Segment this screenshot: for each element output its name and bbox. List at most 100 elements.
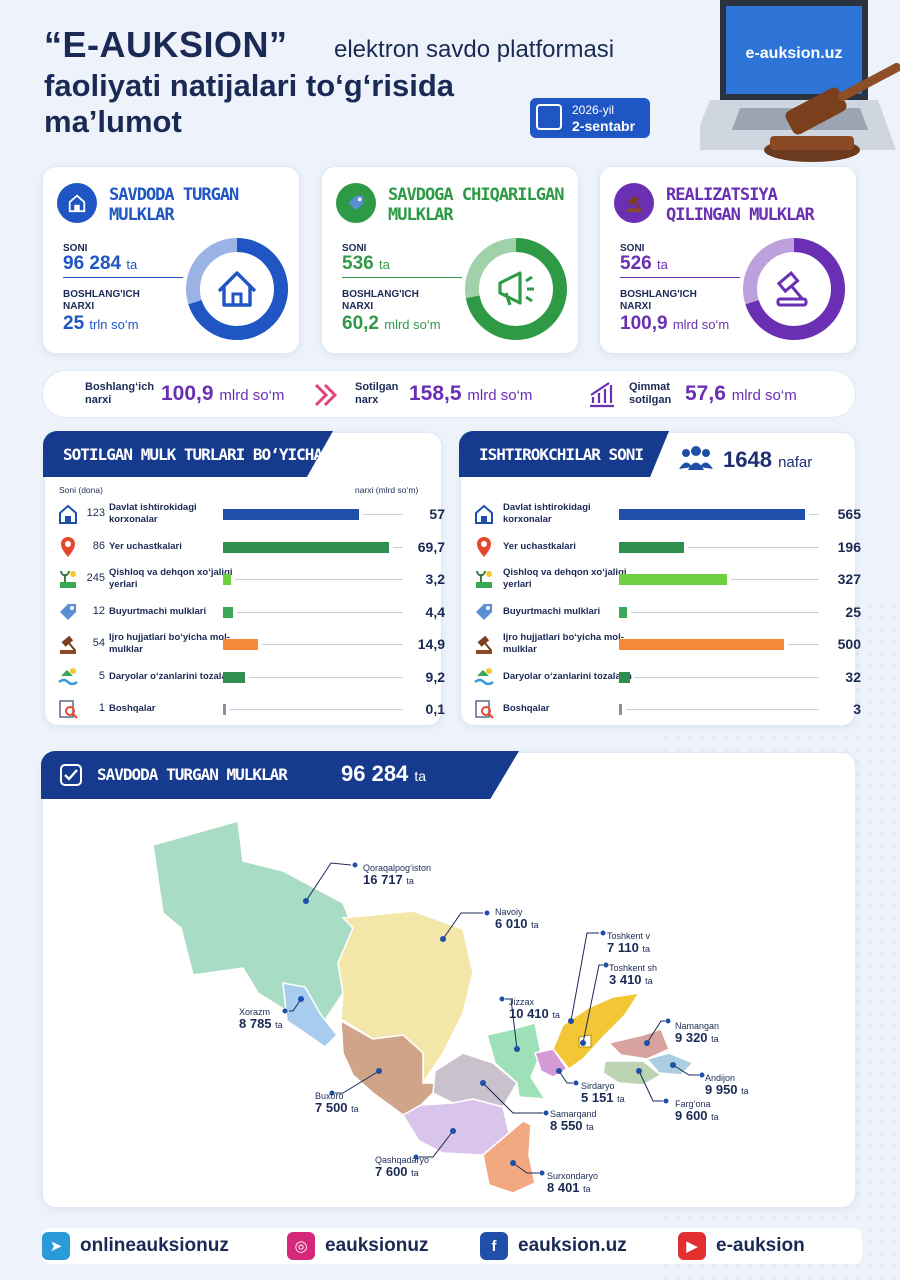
map-header: SAVDODA TURGAN MULKLAR 96 284 ta <box>41 751 519 799</box>
row-bar <box>223 509 359 520</box>
region-toshkent-v <box>552 992 641 1071</box>
row-value: 565 <box>837 506 861 522</box>
map-region-label: Farg‘ona 9 600 ta <box>675 1099 719 1123</box>
calendar-icon <box>536 104 562 130</box>
megaphone-icon-badge <box>336 183 376 223</box>
social-link-telegram[interactable]: ➤ onlineauksionuz <box>42 1232 229 1260</box>
types-col-price: narxi (mlrd so‘m) <box>355 485 419 495</box>
row-name: Ijro hujjatlari bo‘yicha mol-mulklar <box>109 632 230 655</box>
row-bar <box>619 671 630 683</box>
row-bar <box>619 509 805 520</box>
row-value: 0,1 <box>425 701 445 717</box>
row-leader-line <box>234 579 403 580</box>
map-region-label: Andijon 9 950 ta <box>705 1073 749 1097</box>
social-handle: eauksion.uz <box>518 1235 627 1256</box>
title-rest: elektron savdo platformasi <box>334 36 615 63</box>
types-table-title: SOTILGAN MULK TURLARI BO‘YICHA <box>43 431 333 477</box>
row-value: 69,7 <box>417 538 445 555</box>
row-value: 4,4 <box>425 603 445 620</box>
map-region-label: Qashqadaryo 7 600 ta <box>375 1155 430 1179</box>
row-leader-line <box>809 514 819 515</box>
summary-sold-label: Sotilgan narx <box>355 381 399 406</box>
stat-price: 25 trln so‘m <box>63 313 139 334</box>
row-count: 54 <box>92 637 105 649</box>
social-handle: onlineauksionuz <box>80 1235 229 1256</box>
row-value: 14,9 <box>417 636 445 652</box>
plant-icon <box>57 568 79 590</box>
stat-price-label: BOSHLANG'ICH NARXI <box>63 289 140 312</box>
check-square-icon <box>60 764 82 786</box>
stat-count-label: SONI <box>63 243 88 254</box>
laptop-url: e-auksion.uz <box>746 45 843 62</box>
social-handle: eauksionuz <box>325 1235 429 1256</box>
summary-extra-label: Qimmat sotilgan <box>629 381 672 406</box>
map-region-label: Surxondaryo 8 401 ta <box>547 1171 599 1195</box>
stat-price: 60,2 mlrd so‘m <box>342 313 441 334</box>
table-row: Buyurtmachi mulklari 25 <box>473 599 867 629</box>
social-link-facebook[interactable]: f eauksion.uz <box>480 1232 627 1260</box>
row-count: 245 <box>86 572 105 584</box>
stat-count-label: SONI <box>620 243 645 254</box>
row-name: Yer uchastkalari <box>109 540 182 552</box>
map-region-label: Navoiy 6 010 ta <box>495 907 539 931</box>
laptop-gavel-illustration: e-auksion.uz <box>700 0 900 162</box>
stat-count: 96 284 ta <box>63 253 138 274</box>
row-name: Boshqalar <box>109 703 156 714</box>
stat-price-label: BOSHLANG'ICH NARXI <box>342 289 419 312</box>
social-link-youtube[interactable]: ▶ e-auksion <box>678 1232 805 1260</box>
row-name: Boshqalar <box>503 703 550 714</box>
gavel-icon <box>776 271 808 307</box>
region-xorazm <box>282 982 339 1048</box>
row-bar <box>223 574 231 585</box>
summary-extra-value: 57,6 mlrd so‘m <box>685 382 797 405</box>
facebook-icon: f <box>480 1232 508 1260</box>
river-icon <box>473 666 495 688</box>
summary-start-value: 100,9 mlrd so‘m <box>161 382 285 405</box>
building-icon <box>57 503 79 525</box>
row-count: 123 <box>86 507 105 519</box>
map-region-label: Buxoro 7 500 ta <box>315 1091 359 1115</box>
gavel-icon <box>473 633 495 655</box>
stat-donut <box>743 238 845 340</box>
region-buxoro <box>340 1019 445 1116</box>
region-fargona <box>602 1060 663 1086</box>
stat-title: REALIZATSIYA QILINGAN MULKLAR <box>666 185 815 225</box>
map-total: 96 284 ta <box>341 761 427 786</box>
row-name: Yer uchastkalari <box>503 540 576 552</box>
types-table-card: SOTILGAN MULK TURLARI BO‘YICHA Soni (don… <box>43 431 445 726</box>
date-badge: 2026-yil 2-sentabr <box>530 98 650 138</box>
plant-icon <box>473 568 495 590</box>
table-row: 5 Daryolar o‘zanlarini tozalash 9,2 <box>57 664 451 694</box>
stat-divider <box>342 277 462 278</box>
map-region-label: Sirdaryo 5 151 ta <box>581 1081 625 1105</box>
row-value: 327 <box>837 571 861 587</box>
people-group-icon <box>679 446 713 470</box>
map-region-label: Jizzax 10 410 ta <box>509 997 560 1021</box>
types-col-count: Soni (dona) <box>59 485 103 495</box>
region-namangan <box>607 1028 670 1060</box>
row-bar <box>223 704 226 715</box>
gavel-icon <box>57 633 79 655</box>
row-count: 5 <box>98 669 105 682</box>
date-year: 2026-yil <box>572 103 615 117</box>
social-handle: e-auksion <box>716 1235 805 1256</box>
stat-count: 526 ta <box>620 253 668 274</box>
region-qoraqalpogiston <box>152 820 354 1024</box>
row-value: 9,2 <box>425 668 445 685</box>
row-value: 500 <box>837 636 861 652</box>
row-count: 1 <box>98 702 105 714</box>
table-row: Qishloq va dehqon xo‘jaligi yerlari 327 <box>473 566 867 596</box>
double-chevron-icon <box>314 383 338 407</box>
stat-divider <box>63 277 183 278</box>
growth-chart-icon <box>590 382 614 408</box>
row-bar <box>619 541 684 553</box>
map-region-label: Toshkent sh 3 410 ta <box>609 963 658 987</box>
social-link-instagram[interactable]: ◎ eauksionuz <box>287 1232 428 1260</box>
region-qashqadaryo <box>401 1098 510 1156</box>
search-doc-icon <box>473 698 495 720</box>
river-icon <box>57 666 79 688</box>
summary-sold-value: 158,5 mlrd so‘m <box>409 382 533 405</box>
map-pin-icon <box>57 536 79 558</box>
map-region-label: Xorazm 8 785 ta <box>239 1007 283 1031</box>
row-name: Buyurtmachi mulklari <box>109 605 207 617</box>
